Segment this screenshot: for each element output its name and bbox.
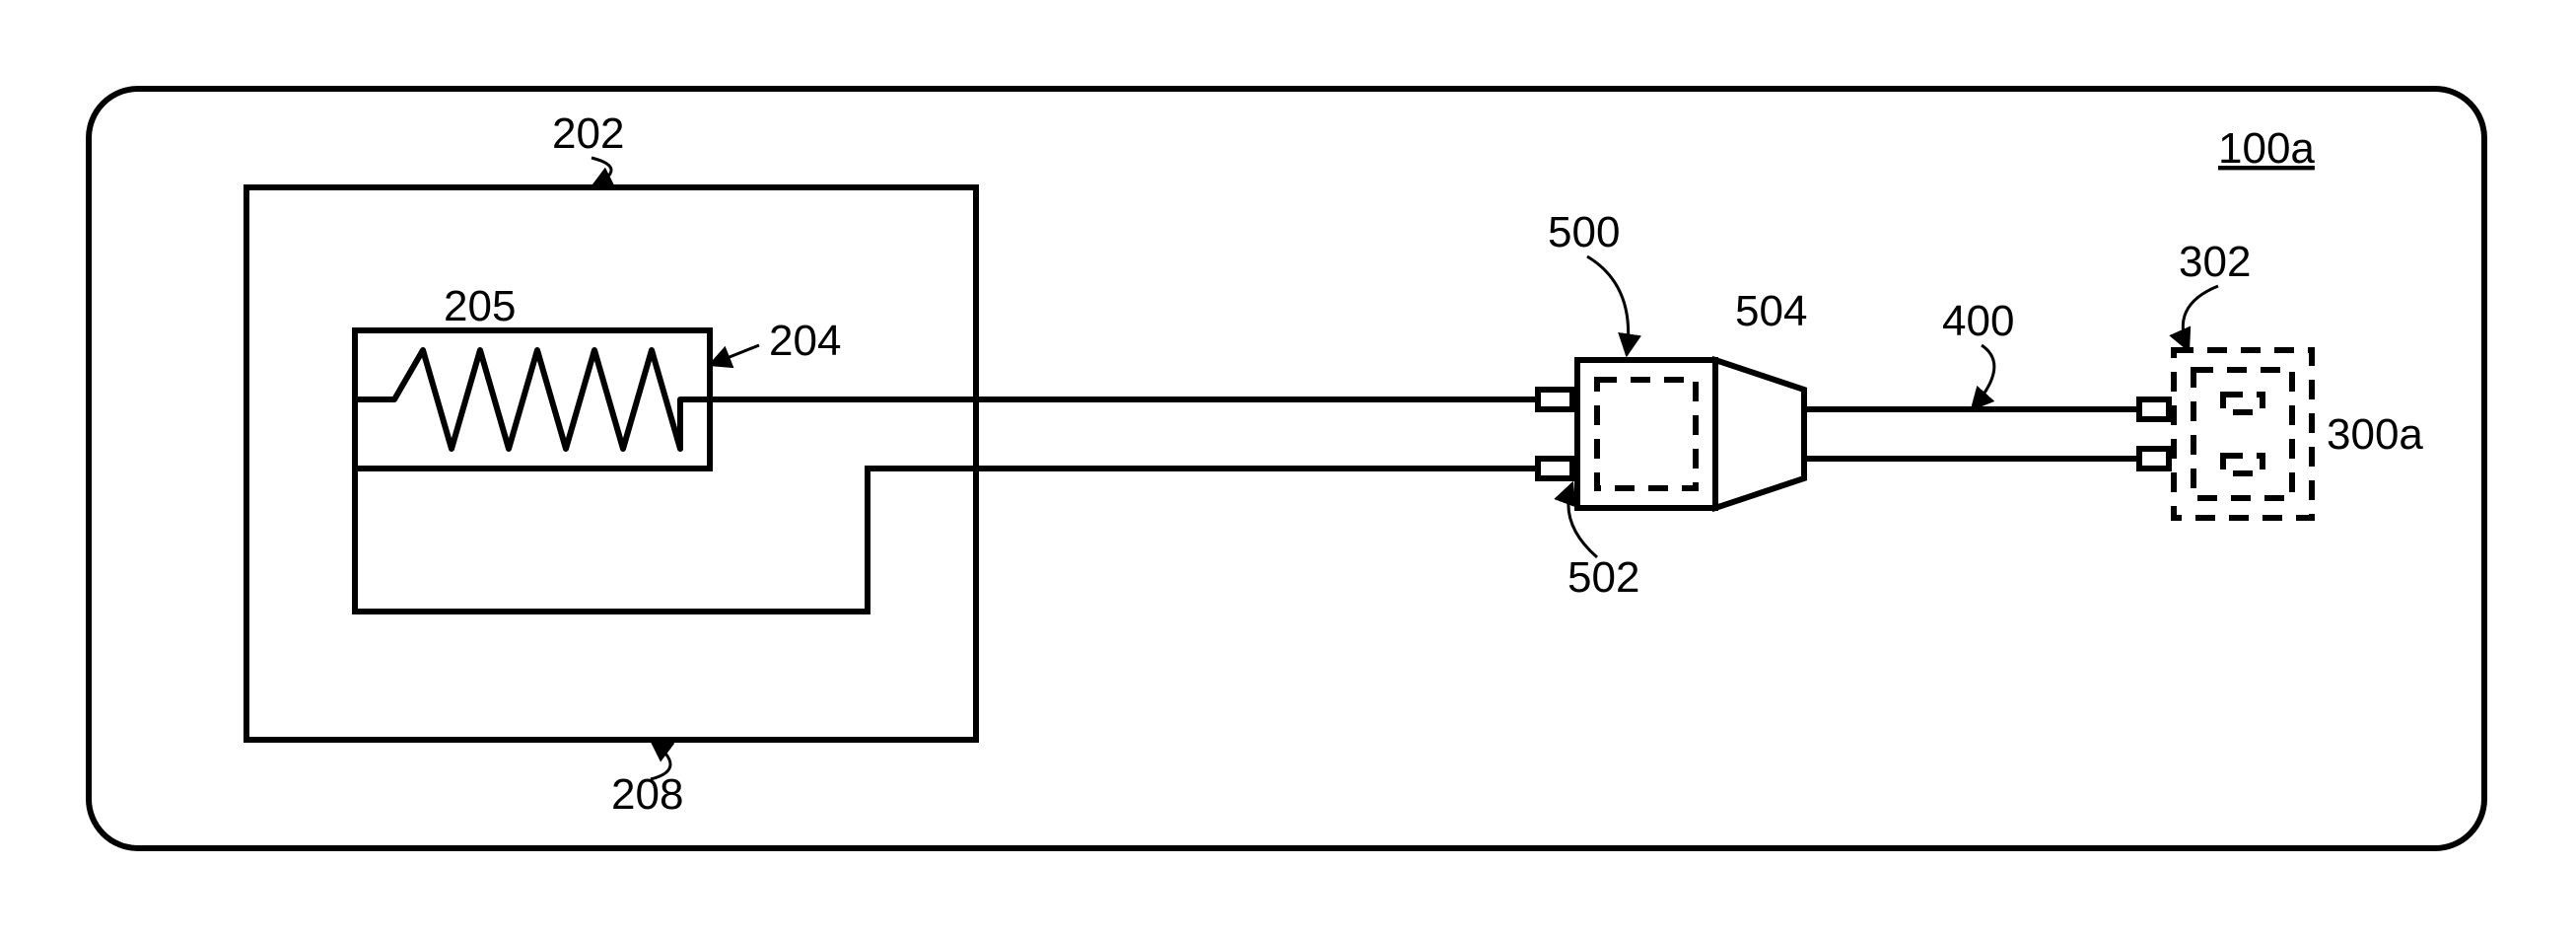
- leader-ld_202: [592, 158, 611, 187]
- label-208: 208: [611, 770, 683, 819]
- plug-prong-bottom: [1538, 459, 1572, 478]
- leader-ld_400: [1972, 345, 1994, 409]
- label-502: 502: [1567, 553, 1639, 602]
- label-202: 202: [552, 109, 624, 158]
- plug-prong-top: [1538, 390, 1572, 409]
- leader-ld_500: [1587, 256, 1629, 355]
- label-302: 302: [2179, 238, 2251, 286]
- label-500: 500: [1548, 208, 1620, 256]
- plug-302-prong-top: [2139, 399, 2169, 419]
- leader-ld_302: [2183, 286, 2218, 350]
- label-204: 204: [769, 317, 841, 365]
- label-400: 400: [1942, 297, 2014, 345]
- diagram-canvas: 202 205 204 208 500 504 502 400 302 300a 100a: [0, 0, 2576, 938]
- leader-ld_204: [710, 345, 759, 365]
- resistor-205: [355, 350, 710, 449]
- plug-302-prong-bottom: [2139, 449, 2169, 469]
- outlet-slot-bottom: [2223, 456, 2263, 473]
- label-300a: 300a: [2327, 410, 2423, 459]
- label-205: 205: [444, 282, 516, 330]
- connector-taper-504: [1715, 360, 1804, 508]
- label-504: 504: [1735, 287, 1807, 335]
- wire-bottom: [355, 469, 1538, 612]
- outlet-300a-inner: [2193, 370, 2292, 498]
- label-100a: 100a: [2218, 124, 2315, 173]
- connector-inner-dashed: [1597, 380, 1696, 488]
- leader-ld_502: [1568, 483, 1597, 557]
- outlet-slot-top: [2223, 395, 2263, 412]
- box-204: [355, 330, 710, 469]
